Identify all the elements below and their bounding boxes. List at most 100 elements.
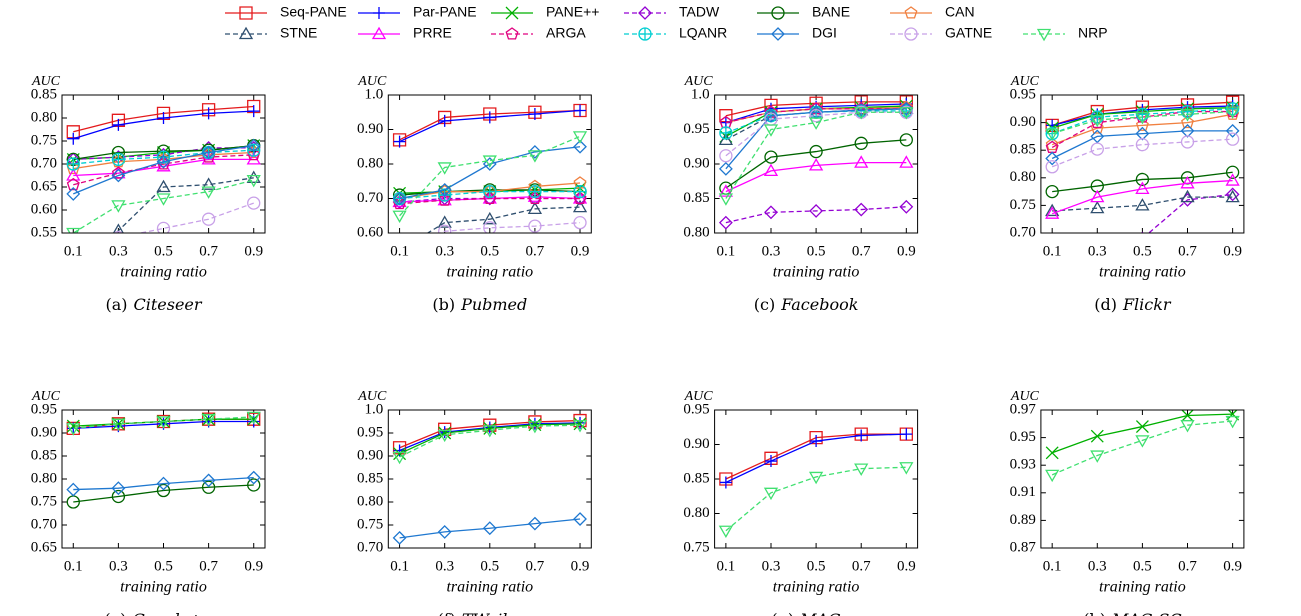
point-marker [809,144,823,159]
point-marker [483,184,497,199]
y-tick-label: 1.0 [365,86,384,102]
series-line [1051,179,1233,215]
legend-label: Par-PANE [413,4,477,20]
point-marker [1135,172,1150,187]
point-marker [247,147,261,161]
x-tick-label: 0.7 [526,558,545,574]
caption-title: TWeibo [462,610,522,616]
chart-panel: 0.75 0.80 0.85 0.90 0.95 0.1 0.3 0.5 0.7 0.9 AUC tr… [683,389,919,616]
y-tick-label: 0.75 [31,493,57,509]
x-tick-label: 0.5 [807,558,826,574]
point-marker [247,196,261,210]
y-tick-label: 0.85 [31,86,57,102]
x-tick-label: 0.9 [244,243,263,259]
point-marker [482,211,497,225]
point-marker [66,177,80,191]
series-line [399,518,581,539]
x-tick-label: 0.7 [852,558,871,574]
y-tick-label: 0.80 [31,470,57,486]
point-marker [1181,410,1194,422]
point-marker [157,112,170,124]
point-marker [66,423,81,436]
plot-area [392,103,588,233]
y-axis-label: AUC [1010,389,1040,404]
caption-label: (b) [432,295,455,314]
point-marker [201,177,216,190]
x-tick-label: 0.9 [244,558,263,574]
point-marker [809,109,823,123]
point-marker [899,199,914,214]
y-tick-label: 0.87 [1010,539,1037,555]
x-tick-label: 0.1 [390,558,409,574]
point-marker [246,174,261,188]
y-tick-label: 0.75 [31,132,57,148]
x-tick-label: 0.9 [897,558,916,574]
point-marker [1090,110,1104,124]
point-marker [809,430,823,445]
plot-area [66,411,261,509]
point-marker [763,487,779,501]
caption: (d) Flickr [1094,295,1172,314]
point-marker [1180,109,1195,122]
series-line [725,161,907,193]
y-tick-label: 0.90 [357,121,383,137]
legend-marker [239,6,253,20]
y-tick-label: 0.85 [31,447,57,463]
y-tick-label: 0.80 [357,155,383,171]
legend-marker [771,27,785,41]
point-marker [112,223,124,233]
caption-title: Pubmed [460,295,527,314]
point-marker [1225,102,1240,116]
legend-marker [904,6,918,19]
caption: (h) MAG-SC [1083,610,1181,616]
point-marker [247,99,261,114]
caption-title: MAG-SC [1111,610,1182,616]
x-tick-label: 0.5 [1133,243,1152,259]
x-tick-label: 0.1 [64,243,83,259]
x-tick-label: 0.5 [154,243,173,259]
point-marker [1090,142,1104,156]
point-marker [1045,137,1059,151]
y-axis-label: AUC [31,74,61,89]
series-line [73,158,254,177]
x-tick-label: 0.7 [526,243,545,259]
y-tick-label: 0.89 [1010,512,1036,528]
point-marker [527,516,542,531]
plot-area [718,427,914,539]
point-marker [201,145,216,160]
legend-item: DGI [757,25,837,41]
point-marker [899,101,914,116]
point-marker [718,525,733,539]
point-marker [1090,429,1104,443]
x-tick-label: 0.3 [1088,243,1107,259]
point-marker [899,462,914,475]
point-marker [437,215,452,228]
plot-frame [61,409,266,549]
x-axis-label: training ratio [120,264,207,281]
series-line [399,424,581,458]
legend-label: PANE++ [546,4,599,20]
point-marker [1090,200,1105,214]
point-marker [438,224,452,233]
y-tick-label: 0.75 [357,516,383,532]
point-marker [393,135,406,148]
point-marker [763,163,779,177]
point-marker [718,193,733,206]
point-marker [764,455,777,468]
caption: (e) Google+ [104,610,202,616]
series-line [73,476,254,491]
x-tick-label: 0.5 [1133,558,1152,574]
point-marker [572,199,588,213]
series-line [1051,130,1233,160]
series-line [1051,110,1233,135]
x-tick-label: 0.9 [571,243,590,259]
x-tick-label: 0.7 [1178,243,1197,259]
series-line [73,484,254,503]
y-tick-label: 0.70 [357,190,383,206]
point-marker [573,139,587,154]
series-line [115,177,254,233]
y-tick-label: 0.75 [683,539,709,555]
point-marker [808,117,824,130]
point-marker [66,482,81,497]
